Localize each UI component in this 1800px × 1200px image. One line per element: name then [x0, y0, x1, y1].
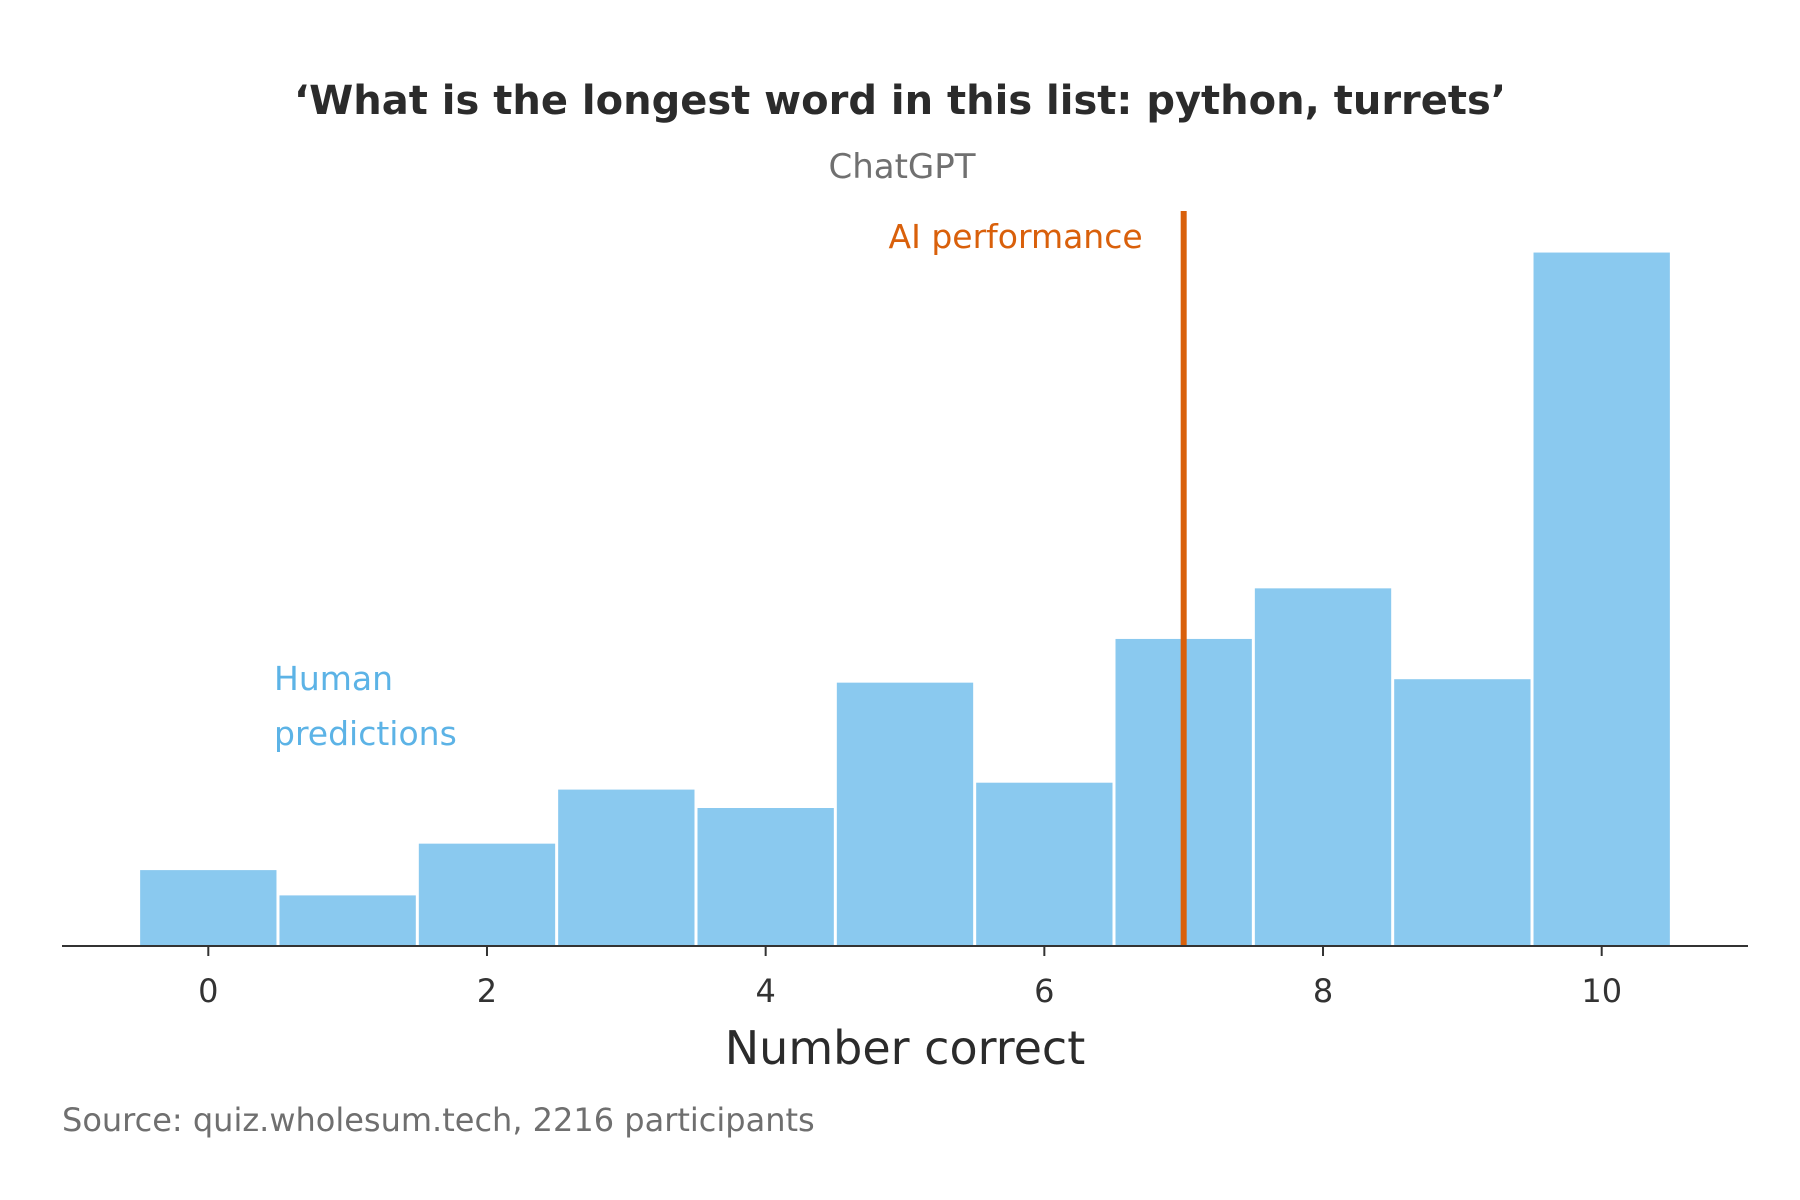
x-axis-title: Number correct	[725, 1021, 1085, 1075]
bar-5	[836, 682, 974, 946]
x-tick-label-8: 8	[1313, 972, 1333, 1010]
chart-subtitle: ChatGPT	[828, 147, 975, 187]
chart-title: ‘What is the longest word in this list: …	[294, 78, 1506, 124]
bar-3	[558, 789, 695, 946]
bar-group	[140, 252, 1670, 947]
x-tick-label-4: 4	[755, 972, 775, 1010]
bar-0	[140, 870, 277, 946]
x-tick-label-6: 6	[1034, 972, 1054, 1010]
bar-2	[418, 843, 556, 946]
source-note: Source: quiz.wholesum.tech, 2216 partici…	[62, 1101, 815, 1139]
human-predictions-label-line-1: Human	[274, 659, 393, 698]
bar-10	[1533, 252, 1670, 947]
bar-8	[1254, 588, 1392, 946]
bar-9	[1394, 679, 1531, 946]
bar-6	[976, 782, 1113, 946]
x-tick-label-10: 10	[1581, 972, 1622, 1010]
x-axis-ticks: 0 2 4 6 8 10	[198, 946, 1622, 1010]
bar-4	[697, 808, 834, 946]
human-predictions-label-line-2: predictions	[274, 714, 457, 753]
x-tick-label-2: 2	[477, 972, 497, 1010]
ai-performance-label: AI performance	[889, 217, 1143, 256]
bar-1	[279, 895, 416, 946]
x-tick-label-0: 0	[198, 972, 218, 1010]
